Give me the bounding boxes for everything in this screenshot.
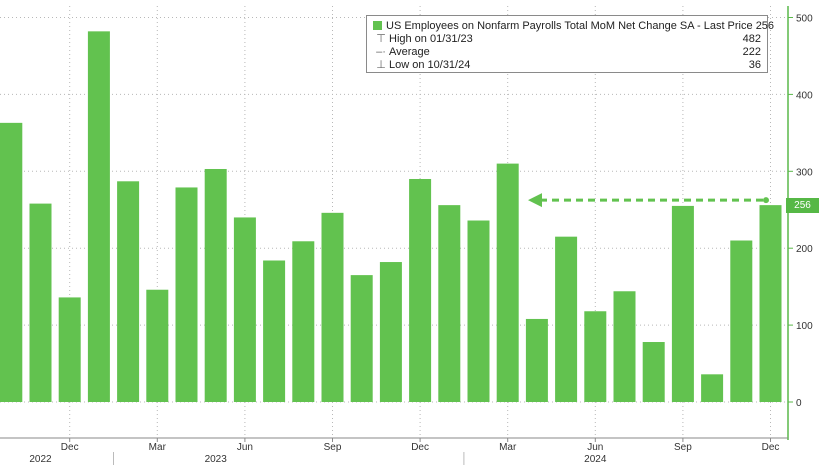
y-tick-label: 300 <box>796 167 813 178</box>
legend-high-row: ⊤ High on 01/31/23 482 <box>373 33 761 46</box>
legend-average-label: Average <box>389 46 430 58</box>
y-tick-label: 200 <box>796 244 813 255</box>
legend-series-label: US Employees on Nonfarm Payrolls Total M… <box>386 20 753 32</box>
last-price-badge: 256 <box>794 200 811 211</box>
bar <box>321 212 344 402</box>
y-tick-label: 400 <box>796 90 813 101</box>
bar <box>29 203 52 402</box>
bar <box>175 187 198 402</box>
bar-series <box>0 31 782 402</box>
legend-low-row: ⊥ Low on 10/31/24 36 <box>373 59 761 72</box>
legend: US Employees on Nonfarm Payrolls Total M… <box>366 15 774 73</box>
bar <box>730 240 753 402</box>
bar <box>467 220 490 402</box>
high-marker-icon: ⊤ <box>376 33 386 45</box>
x-axis: Dec Mar Jun Sep Dec Mar Jun Sep Dec 2022 2023 2024 <box>0 437 788 465</box>
x-tick-label: Dec <box>411 442 429 453</box>
bar <box>292 241 315 402</box>
bar <box>759 205 782 402</box>
x-tick-label: Dec <box>61 442 79 453</box>
bar <box>438 205 461 402</box>
y-tick-label: 100 <box>796 321 813 332</box>
x-year-label: 2022 <box>29 454 52 465</box>
x-tick-label: Mar <box>499 442 517 453</box>
bar <box>671 205 694 402</box>
bar <box>204 168 227 402</box>
bar <box>87 31 110 402</box>
low-marker-icon: ⊥ <box>376 59 386 71</box>
legend-series-row: US Employees on Nonfarm Payrolls Total M… <box>373 20 774 33</box>
y-axis: 0 100 200 300 400 500 <box>786 6 819 440</box>
bar <box>496 163 519 402</box>
bar <box>613 291 636 402</box>
bar <box>117 181 140 402</box>
x-tick-label: Jun <box>587 442 603 453</box>
y-tick-label: 500 <box>796 14 813 25</box>
x-year-label: 2024 <box>584 454 607 465</box>
last-price-badge-bg <box>786 198 819 213</box>
average-marker-icon: –· <box>376 46 386 58</box>
arrow-head-icon <box>528 193 542 208</box>
arrow-tail-dot <box>763 197 769 204</box>
x-tick-label: Mar <box>149 442 167 453</box>
legend-series-value: 256 <box>755 20 775 32</box>
bar <box>555 236 578 402</box>
bar <box>584 311 607 402</box>
legend-low-value: 36 <box>748 59 761 71</box>
bar <box>701 374 724 402</box>
bar <box>146 289 169 402</box>
x-tick-label: Dec <box>762 442 780 453</box>
legend-high-label: High on 01/31/23 <box>389 33 473 45</box>
last-price-arrow <box>528 193 769 208</box>
bar <box>379 262 402 402</box>
y-tick-label: 0 <box>796 398 802 409</box>
legend-high-value: 482 <box>742 33 761 45</box>
bar <box>263 260 286 402</box>
x-tick-label: Jun <box>237 442 253 453</box>
bar <box>233 217 256 402</box>
legend-average-value: 222 <box>742 46 761 58</box>
x-year-label: 2023 <box>205 454 228 465</box>
bar-partial <box>0 122 23 402</box>
x-tick-label: Sep <box>674 442 692 453</box>
legend-low-label: Low on 10/31/24 <box>389 59 471 71</box>
bar <box>525 318 548 402</box>
bar <box>642 342 665 402</box>
x-tick-label: Sep <box>324 442 342 453</box>
bar <box>350 275 373 402</box>
bar <box>409 178 432 402</box>
legend-swatch <box>373 21 382 30</box>
legend-average-row: –· Average 222 <box>373 46 761 59</box>
bar <box>58 297 81 402</box>
